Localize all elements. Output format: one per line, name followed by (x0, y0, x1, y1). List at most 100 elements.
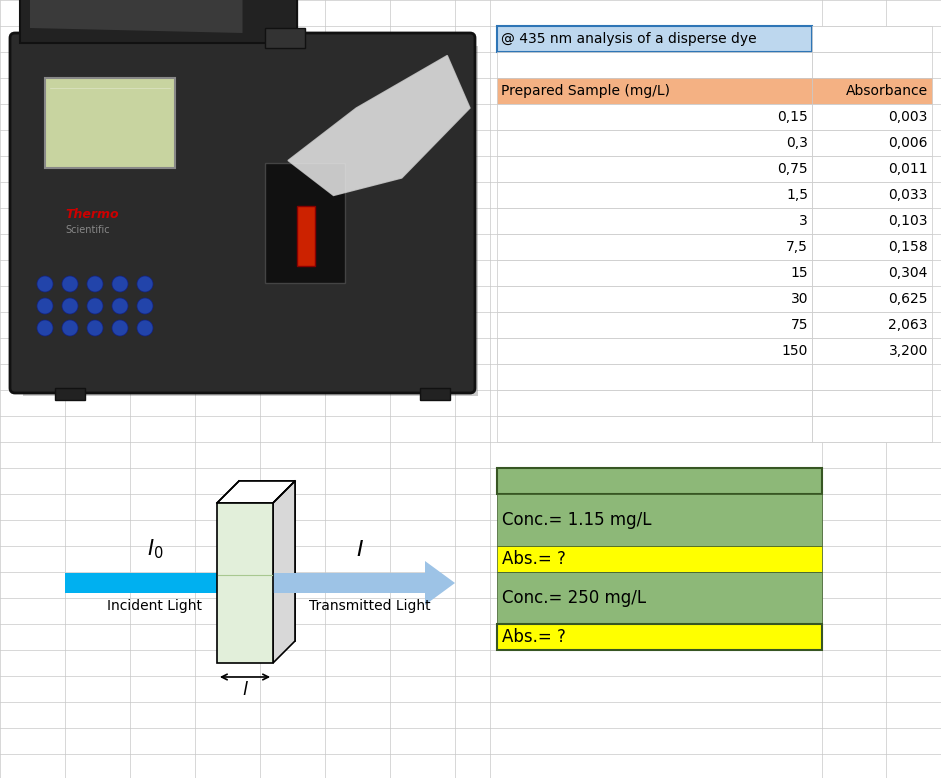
Bar (812, 78, 932, 104)
Bar (420, 388, 450, 400)
Text: 0,158: 0,158 (888, 240, 928, 254)
Text: 0,625: 0,625 (888, 292, 928, 306)
Circle shape (87, 298, 103, 314)
Polygon shape (239, 481, 295, 641)
Text: Incident Light: Incident Light (107, 599, 202, 613)
Text: $I_0$: $I_0$ (147, 538, 164, 561)
Bar (812, 208, 932, 234)
Bar (497, 312, 812, 338)
Text: 0,75: 0,75 (777, 162, 808, 176)
Bar (497, 156, 812, 182)
Bar (497, 390, 812, 416)
Bar (812, 234, 932, 260)
Bar (812, 260, 932, 286)
Text: Absorbance: Absorbance (846, 84, 928, 98)
Text: Abs.= ?: Abs.= ? (502, 550, 566, 568)
Circle shape (87, 276, 103, 292)
Text: 3: 3 (799, 214, 808, 228)
Polygon shape (30, 0, 243, 33)
Text: 15: 15 (790, 266, 808, 280)
Bar (812, 390, 932, 416)
Bar (497, 234, 812, 260)
Text: 30: 30 (790, 292, 808, 306)
Text: Thermo: Thermo (65, 208, 119, 221)
Bar (812, 416, 932, 442)
Bar (497, 182, 812, 208)
Circle shape (87, 320, 103, 336)
Bar (497, 468, 822, 494)
Text: 150: 150 (782, 344, 808, 358)
Polygon shape (273, 481, 295, 663)
Bar (45, 78, 175, 168)
Text: 0,3: 0,3 (786, 136, 808, 150)
Bar (497, 260, 812, 286)
Bar (497, 624, 822, 650)
Circle shape (62, 320, 78, 336)
Bar (23, 46, 478, 396)
Text: 7,5: 7,5 (786, 240, 808, 254)
Text: Conc.= 1.15 mg/L: Conc.= 1.15 mg/L (502, 511, 651, 529)
Polygon shape (425, 561, 455, 605)
Bar (812, 338, 932, 364)
Text: 0,011: 0,011 (888, 162, 928, 176)
Bar (297, 205, 315, 265)
Text: 3,200: 3,200 (888, 344, 928, 358)
Circle shape (37, 320, 53, 336)
Bar (217, 503, 273, 663)
Bar (265, 163, 345, 283)
Text: @ 435 nm analysis of a disperse dye: @ 435 nm analysis of a disperse dye (501, 32, 757, 46)
Text: $I$: $I$ (356, 539, 364, 561)
Text: 0,15: 0,15 (777, 110, 808, 124)
Bar (65, 573, 217, 593)
Circle shape (137, 298, 153, 314)
Text: $l$: $l$ (242, 681, 248, 699)
Bar (497, 78, 812, 104)
Bar (812, 312, 932, 338)
Text: 0,103: 0,103 (888, 214, 928, 228)
Bar (812, 26, 932, 52)
Text: 1,5: 1,5 (786, 188, 808, 202)
Polygon shape (217, 481, 295, 503)
Bar (497, 572, 822, 624)
Bar (497, 364, 812, 390)
Bar (497, 338, 812, 364)
Bar (497, 26, 812, 52)
Bar (812, 104, 932, 130)
Bar (497, 338, 812, 364)
Text: Prepared Sample (mg/L): Prepared Sample (mg/L) (501, 84, 670, 98)
Bar (497, 104, 812, 130)
Bar (273, 573, 425, 593)
Text: 2,063: 2,063 (888, 318, 928, 332)
Bar (812, 364, 932, 390)
Bar (265, 28, 305, 48)
Text: 0,033: 0,033 (888, 188, 928, 202)
Circle shape (112, 276, 128, 292)
Bar (812, 286, 932, 312)
Text: 75: 75 (790, 318, 808, 332)
Bar (812, 52, 932, 78)
Bar (812, 338, 932, 364)
FancyBboxPatch shape (10, 33, 475, 393)
Text: 0,003: 0,003 (888, 110, 928, 124)
Circle shape (112, 298, 128, 314)
Text: Conc.= 250 mg/L: Conc.= 250 mg/L (502, 589, 646, 607)
Text: 0,006: 0,006 (888, 136, 928, 150)
Bar (497, 208, 812, 234)
Circle shape (137, 320, 153, 336)
Bar (497, 494, 822, 546)
Circle shape (62, 298, 78, 314)
Circle shape (37, 298, 53, 314)
Polygon shape (288, 55, 470, 195)
Polygon shape (20, 0, 297, 43)
Bar (497, 130, 812, 156)
Text: Abs.= ?: Abs.= ? (502, 628, 566, 646)
Text: Scientific: Scientific (65, 225, 109, 235)
Bar (497, 52, 812, 78)
Text: Transmitted Light: Transmitted Light (310, 599, 431, 613)
Bar (497, 416, 812, 442)
Circle shape (62, 276, 78, 292)
Bar (812, 130, 932, 156)
Circle shape (137, 276, 153, 292)
Circle shape (37, 276, 53, 292)
Bar (55, 388, 85, 400)
